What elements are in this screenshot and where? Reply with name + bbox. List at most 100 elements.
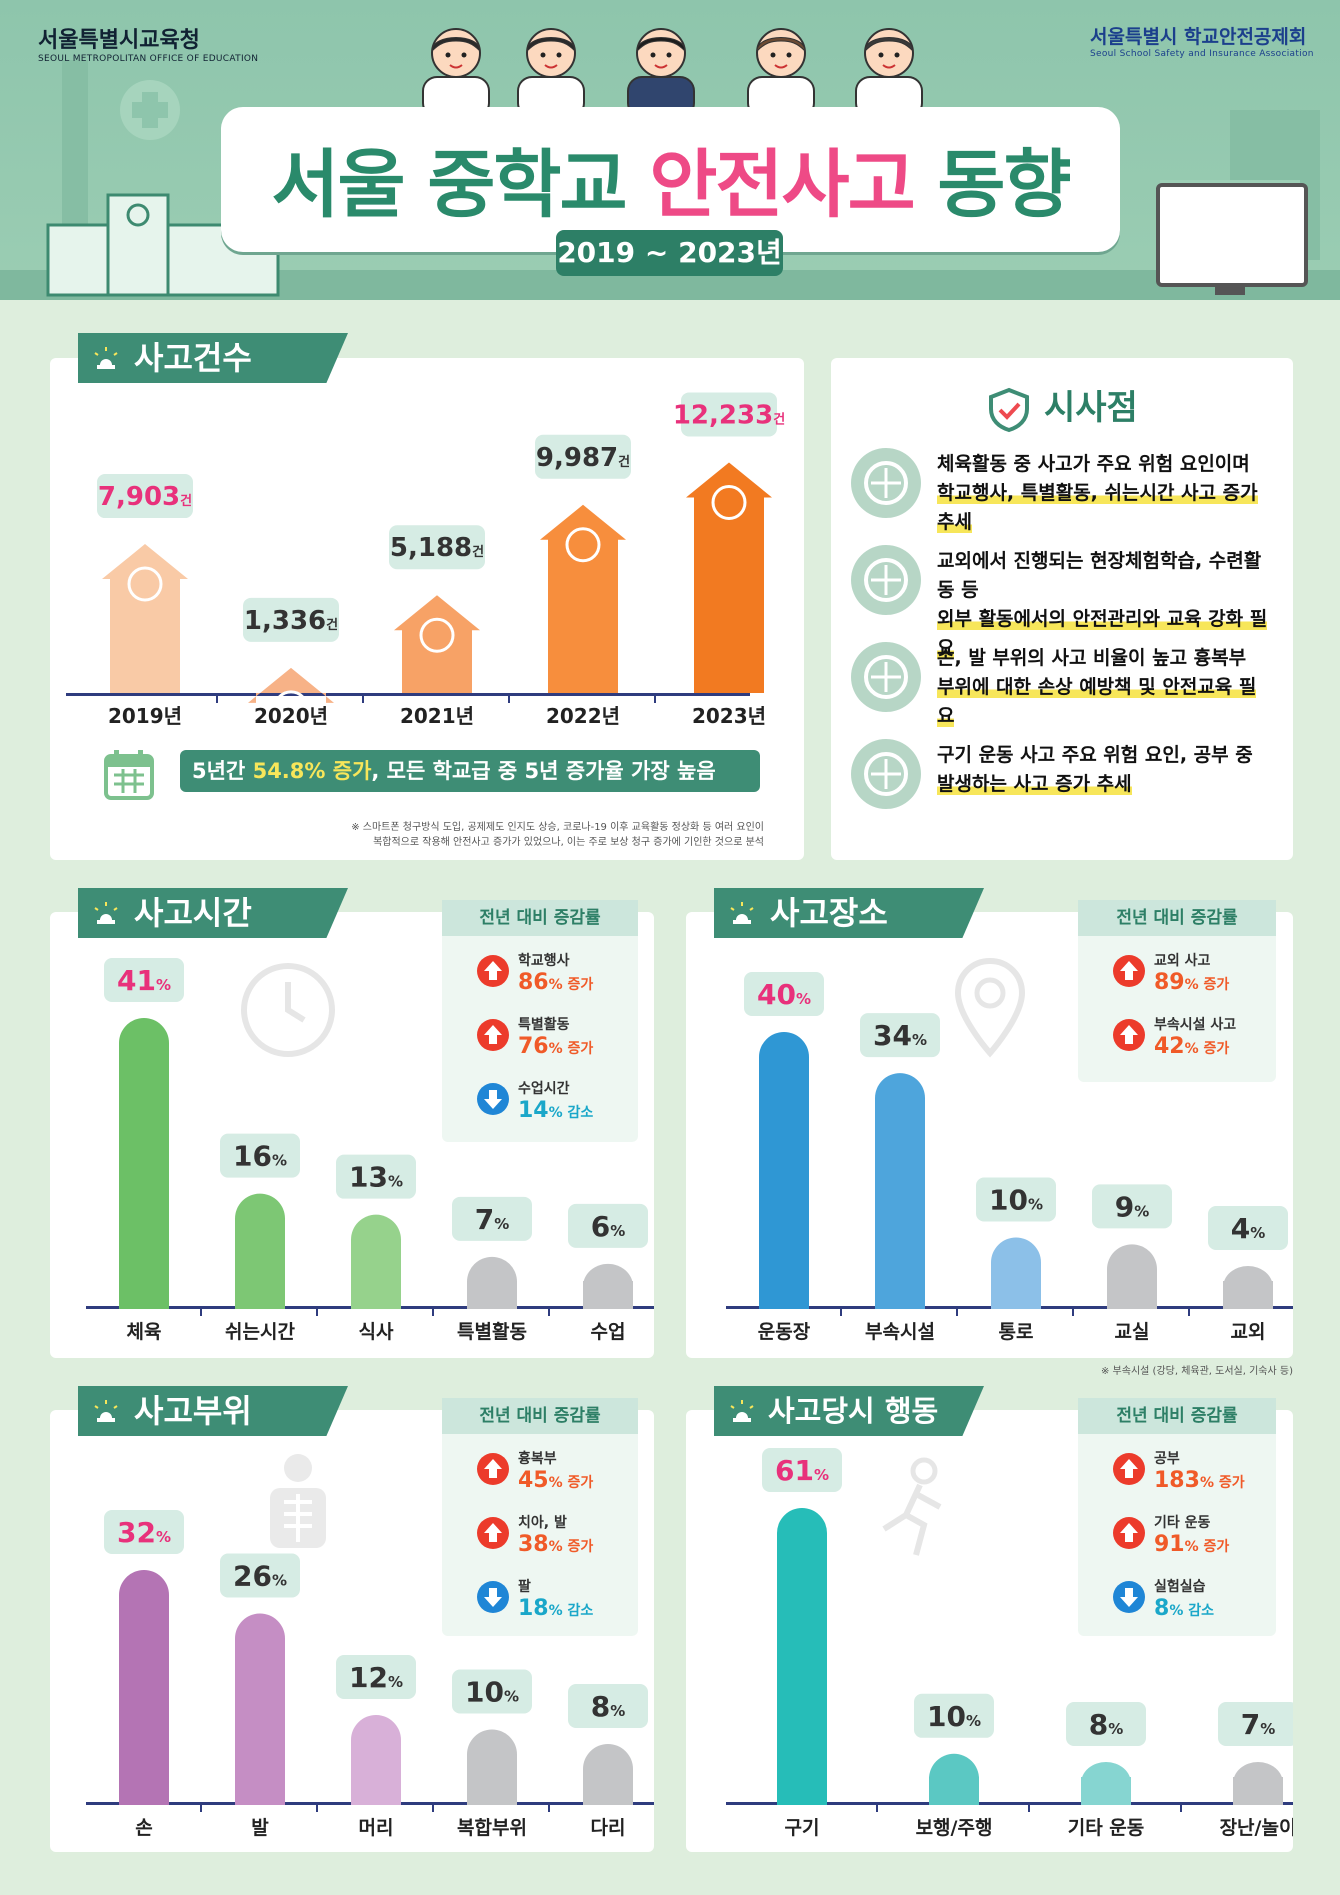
- value-badge: [568, 1203, 648, 1248]
- insight-item: 체육활동 중 사고가 주요 위험 요인이며 학교행사, 특별활동, 쉬는시간 사고…: [851, 446, 1271, 533]
- count-axis-line: [66, 693, 750, 696]
- bar: [759, 1032, 809, 1309]
- family-icon: [273, 690, 309, 726]
- place-footnote: ※ 부속시설 (강당, 체육관, 도서실, 기숙사 등): [1101, 1366, 1293, 1377]
- change-item: 팔 18% 감소: [477, 1576, 594, 1621]
- change-label: 특별활동: [518, 1017, 570, 1033]
- category-label: 발: [251, 1817, 269, 1839]
- bar: [875, 1073, 925, 1309]
- value-label: 41%: [117, 964, 171, 997]
- value-badge: [762, 1448, 842, 1492]
- arrow-up-icon: [1113, 1453, 1145, 1485]
- count-year-label: 2022년: [546, 704, 620, 728]
- change-value: 14% 감소: [518, 1098, 594, 1123]
- change-value: 86% 증가: [518, 970, 594, 995]
- siren-icon: [94, 347, 118, 369]
- value-badge: [452, 1196, 532, 1241]
- org-left-name: 서울특별시교육청: [38, 28, 200, 53]
- arrow-down-icon: [477, 1581, 509, 1613]
- change-value: 42% 증가: [1154, 1034, 1230, 1059]
- category-label: 장난/놀이: [1220, 1817, 1293, 1839]
- summary-suffix: , 모든 학교급 중 5년 증가율 가장 높음: [371, 759, 716, 783]
- location-pin-watermark-icon: [954, 957, 1026, 1058]
- value-badge: [336, 1154, 416, 1199]
- arrow-up-icon: [1113, 955, 1145, 987]
- section-title-time-label: 사고시간: [134, 894, 252, 932]
- insight-text: 체육활동 중 사고가 주요 위험 요인이며 학교행사, 특별활동, 쉬는시간 사고…: [937, 450, 1271, 537]
- value-label: 10%: [989, 1184, 1043, 1217]
- shield-check-icon: [989, 387, 1030, 432]
- arrow-up-icon: [477, 1517, 509, 1549]
- count-bar: [394, 595, 480, 693]
- title-part-1: 서울 중학교: [271, 142, 627, 228]
- value-badge: [336, 1655, 416, 1699]
- value-badge: [914, 1693, 994, 1738]
- count-value-label: 5,188건: [390, 533, 484, 563]
- value-badge: [1218, 1702, 1293, 1746]
- count-label-badge: [243, 597, 339, 642]
- value-badge: [744, 972, 824, 1016]
- body-change-box: 전년 대비 증감률 흉복부 45% 증가 치아, 발 38% 증가 팔 18% 감소: [442, 1398, 638, 1636]
- category-label: 교실: [1115, 1321, 1150, 1343]
- count-label-badge: [681, 392, 777, 437]
- family-icon: [127, 566, 163, 602]
- summary-highlight: 54.8% 증가: [252, 759, 372, 783]
- count-footnote-line2: 복합적으로 작용해 안전사고 증가가 있었으나, 이는 주로 보상 청구 증가에…: [373, 837, 764, 848]
- bar: [119, 1018, 169, 1309]
- count-year-label: 2023년: [692, 704, 766, 728]
- body-xray-watermark-icon: [270, 1454, 326, 1548]
- category-label: 체육: [127, 1321, 162, 1343]
- value-label: 61%: [775, 1454, 829, 1487]
- insight-item: 손, 발 부위의 사고 비율이 높고 흉복부 부위에 대한 손상 예방책 및 안전…: [851, 640, 1271, 727]
- change-item: 실험실습 8% 감소: [1113, 1576, 1214, 1621]
- change-item: 수업시간 14% 감소: [477, 1078, 594, 1123]
- value-badge: [1208, 1206, 1288, 1250]
- change-box-header: 전년 대비 증감률: [442, 1398, 638, 1434]
- change-value: 38% 증가: [518, 1532, 594, 1557]
- bar: [235, 1613, 285, 1805]
- category-label: 특별활동: [457, 1321, 527, 1343]
- count-footnote-line1: ※ 스마트폰 청구방식 도입, 공제제도 인지도 상승, 코로나-19 이후 교…: [351, 822, 764, 833]
- value-label: 10%: [927, 1700, 981, 1733]
- value-badge: [568, 1684, 648, 1728]
- value-badge: [220, 1553, 300, 1598]
- year-range-badge: 2019 ~ 2023년: [556, 230, 783, 276]
- page-title: 서울 중학교 안전사고 동향: [221, 125, 1120, 232]
- change-item: 기타 운동 91% 증가: [1113, 1512, 1229, 1557]
- change-value: 8% 감소: [1154, 1596, 1214, 1621]
- insight-line-2: 발생하는 사고 증가 추세: [937, 773, 1132, 795]
- arrow-up-icon: [477, 955, 509, 987]
- category-label: 보행/주행: [916, 1817, 993, 1839]
- change-label: 부속시설 사고: [1154, 1017, 1237, 1033]
- title-part-2: 안전사고: [649, 142, 915, 228]
- change-value: 18% 감소: [518, 1596, 594, 1621]
- category-label: 부속시설: [865, 1321, 935, 1343]
- insight-item: 교외에서 진행되는 현장체험학습, 수련활동 등 외부 활동에서의 안전관리와 교…: [851, 543, 1271, 659]
- family-icon: [565, 527, 601, 563]
- shield-checklist-icon: [851, 545, 921, 615]
- section-title-count: 사고건수: [78, 333, 348, 383]
- count-year-label: 2020년: [254, 704, 328, 728]
- org-right-en: Seoul School Safety and Insurance Associ…: [1090, 49, 1314, 59]
- siren-icon: [730, 1400, 754, 1422]
- insight-line-1: 구기 운동 사고 주요 위험 요인, 공부 중: [937, 744, 1253, 766]
- category-label: 다리: [591, 1817, 626, 1839]
- accident-count-chart: 7,903건 2019년 1,336건 2020년 5,188건 2021년 9,987건 2…: [66, 392, 785, 728]
- insight-line-2: 부위에 대한 손상 예방책 및 안전교육 필요: [937, 676, 1257, 727]
- change-label: 기타 운동: [1154, 1515, 1211, 1531]
- insight-text: 손, 발 부위의 사고 비율이 높고 흉복부 부위에 대한 손상 예방책 및 안전…: [937, 644, 1271, 731]
- insight-line-1: 교외에서 진행되는 현장체험학습, 수련활동 등: [937, 550, 1262, 601]
- category-label: 운동장: [758, 1321, 811, 1343]
- change-label: 치아, 발: [518, 1515, 567, 1531]
- count-label-badge: [535, 434, 631, 479]
- category-label: 통로: [999, 1321, 1034, 1343]
- basketball-icon: [851, 448, 921, 518]
- insight-text: 교외에서 진행되는 현장체험학습, 수련활동 등 외부 활동에서의 안전관리와 교…: [937, 547, 1271, 663]
- org-left-en: SEOUL METROPOLITAN OFFICE OF EDUCATION: [38, 54, 259, 64]
- category-label: 복합부위: [457, 1817, 527, 1839]
- value-label: 40%: [757, 978, 811, 1011]
- count-value-label: 1,336건: [244, 606, 338, 636]
- change-label: 수업시간: [518, 1081, 570, 1097]
- change-label: 공부: [1154, 1451, 1180, 1467]
- section-title-action: 사고당시 행동: [714, 1386, 984, 1436]
